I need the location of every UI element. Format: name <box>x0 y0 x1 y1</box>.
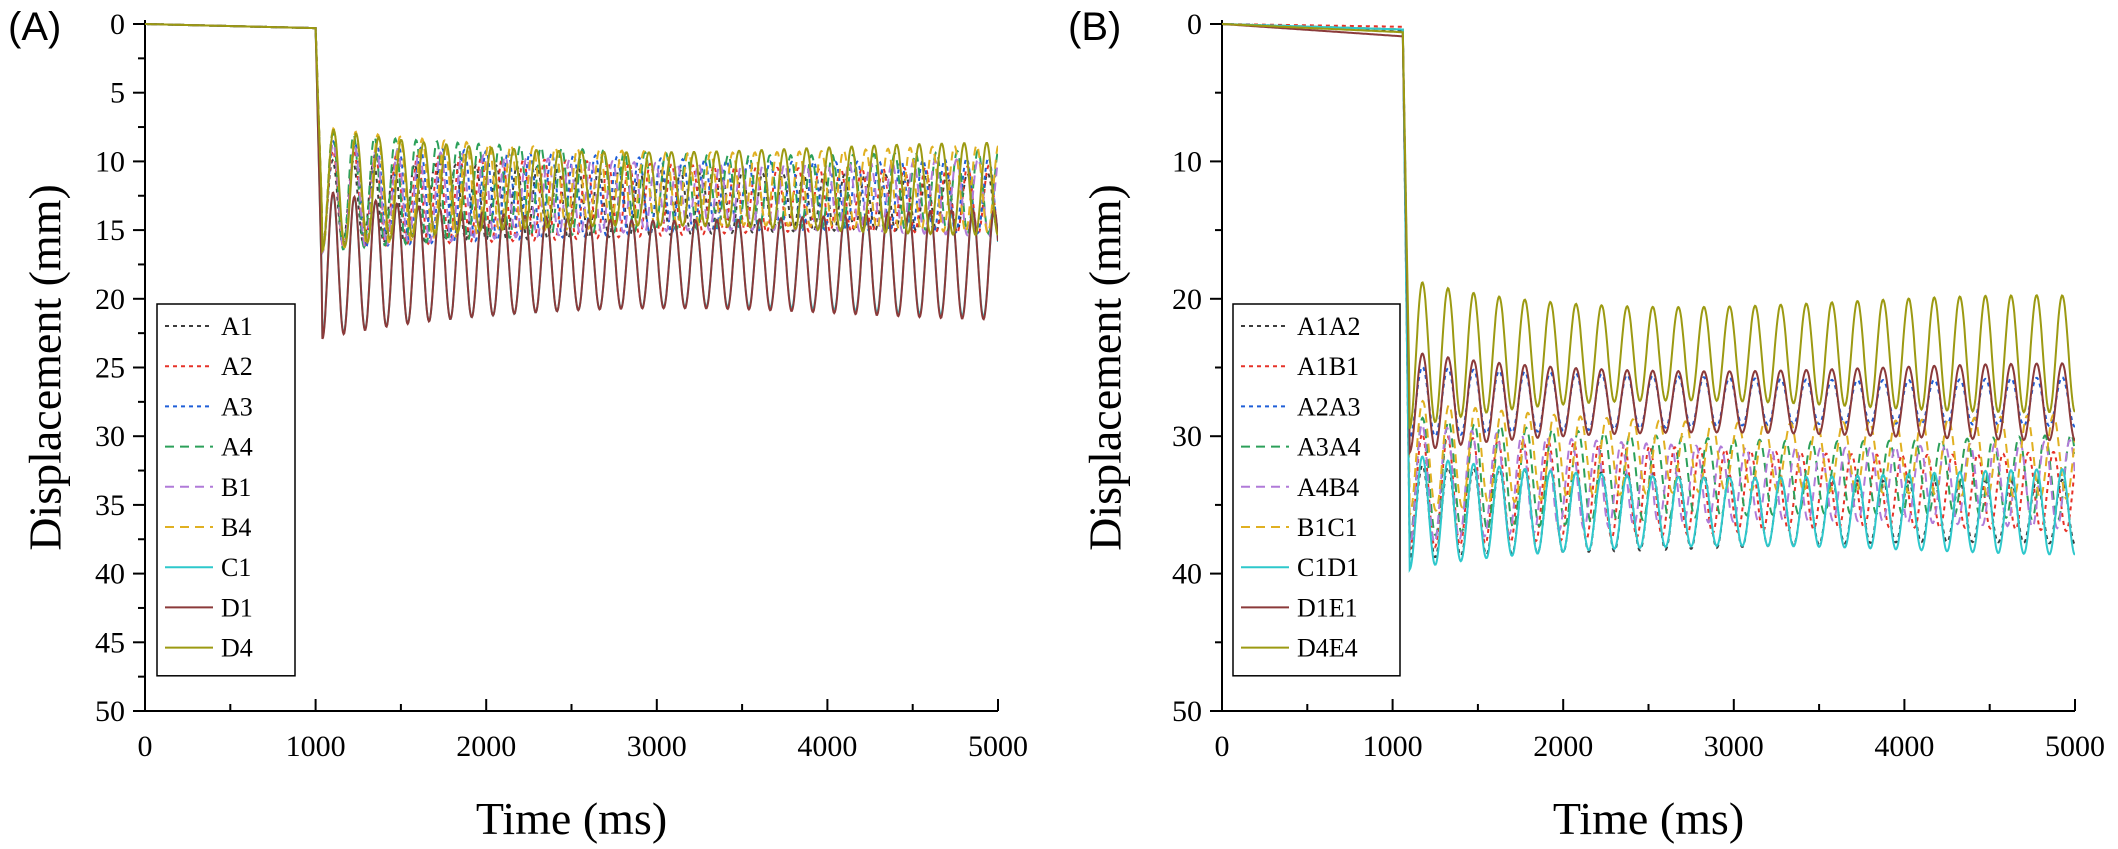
y-tick-label: 10 <box>1172 145 1202 178</box>
y-tick-label: 0 <box>110 8 125 41</box>
x-tick-label: 1000 <box>1363 730 1423 763</box>
x-tick-label: 0 <box>138 730 153 763</box>
x-axis-title: Time (ms) <box>1553 793 1744 844</box>
y-tick-label: 30 <box>1172 420 1202 453</box>
panel-label: (B) <box>1068 5 1121 49</box>
panel-b: 0 1000 2000 3000 4000 5000 0 10 20 30 40 50 Time (ms… <box>1068 5 2105 844</box>
legend-entry: A1A2 <box>1297 312 1361 341</box>
y-tick-label: 40 <box>1172 558 1202 591</box>
legend-entry: A3A4 <box>1297 433 1361 462</box>
legend-entry: B4 <box>221 513 251 542</box>
x-tick-label: 5000 <box>968 730 1028 763</box>
y-axis-title: Displacement (mm) <box>20 184 71 551</box>
legend-entry: A3 <box>221 392 253 421</box>
panel-a: 0 1000 2000 3000 4000 5000 0 5 10 15 20 25 30 35 40 45 5… <box>8 5 1028 844</box>
x-tick-label: 2000 <box>1533 730 1593 763</box>
legend-box <box>156 303 296 677</box>
series-line-a2 <box>145 23 998 254</box>
legend-entry: D1E1 <box>1297 593 1358 622</box>
legend-entry: D4E4 <box>1297 634 1358 663</box>
y-tick-label: 50 <box>1172 695 1202 728</box>
x-tick-label: 2000 <box>456 730 516 763</box>
legend-entry: D1 <box>221 593 253 622</box>
x-tick-label: 4000 <box>797 730 857 763</box>
series-line-a1b1 <box>1222 23 2075 554</box>
series-group <box>145 23 998 340</box>
x-axis-title: Time (ms) <box>476 793 667 844</box>
y-tick-label: 0 <box>1187 8 1202 41</box>
y-tick-label: 5 <box>110 77 125 110</box>
y-tick-label: 10 <box>95 145 125 178</box>
legend: A1A2 A1B1 A2A3 A3A4 A4B4 B1C1 C1D1 D1E1 D4E4 <box>1232 303 1401 677</box>
y-axis-title: Displacement (mm) <box>1080 184 1131 551</box>
series-line-d4e4 <box>1222 23 2075 430</box>
legend-entry: B1C1 <box>1297 513 1358 542</box>
series-line-a2a3 <box>1222 23 2075 441</box>
y-tick-label: 15 <box>95 214 125 247</box>
y-tick-label: 20 <box>1172 283 1202 316</box>
series-group <box>1222 23 2075 573</box>
legend-entry: A4 <box>221 433 253 462</box>
y-tick-label: 35 <box>95 489 125 522</box>
y-tick-label: 45 <box>95 626 125 659</box>
y-tick-label: 50 <box>95 695 125 728</box>
series-line-c1d1 <box>1222 23 2075 573</box>
legend-entry: A1 <box>221 312 253 341</box>
legend-entry: C1D1 <box>1297 553 1359 582</box>
x-tick-label: 0 <box>1215 730 1230 763</box>
series-line-d4 <box>145 23 998 255</box>
legend-entry: A2A3 <box>1297 392 1361 421</box>
y-tick-label: 30 <box>95 420 125 453</box>
x-tick-label: 1000 <box>286 730 346 763</box>
legend-entry: B1 <box>221 473 251 502</box>
legend-entry: A2 <box>221 352 253 381</box>
legend-entry: A1B1 <box>1297 352 1359 381</box>
x-tick-label: 4000 <box>1874 730 1934 763</box>
legend-entry: C1 <box>221 553 251 582</box>
y-tick-label: 25 <box>95 352 125 385</box>
series-line-b4 <box>145 23 998 255</box>
y-tick-label: 20 <box>95 283 125 316</box>
x-tick-label: 3000 <box>1704 730 1764 763</box>
legend-entry: A4B4 <box>1297 473 1359 502</box>
series-line-a3 <box>145 23 998 255</box>
x-tick-label: 5000 <box>2045 730 2105 763</box>
y-tick-label: 40 <box>95 558 125 591</box>
series-line-d1e1 <box>1222 23 2075 456</box>
legend-entry: D4 <box>221 634 253 663</box>
legend: A1 A2 A3 A4 B1 B4 C1 D1 D4 <box>156 303 296 677</box>
panel-label: (A) <box>8 5 61 49</box>
x-tick-label: 3000 <box>627 730 687 763</box>
